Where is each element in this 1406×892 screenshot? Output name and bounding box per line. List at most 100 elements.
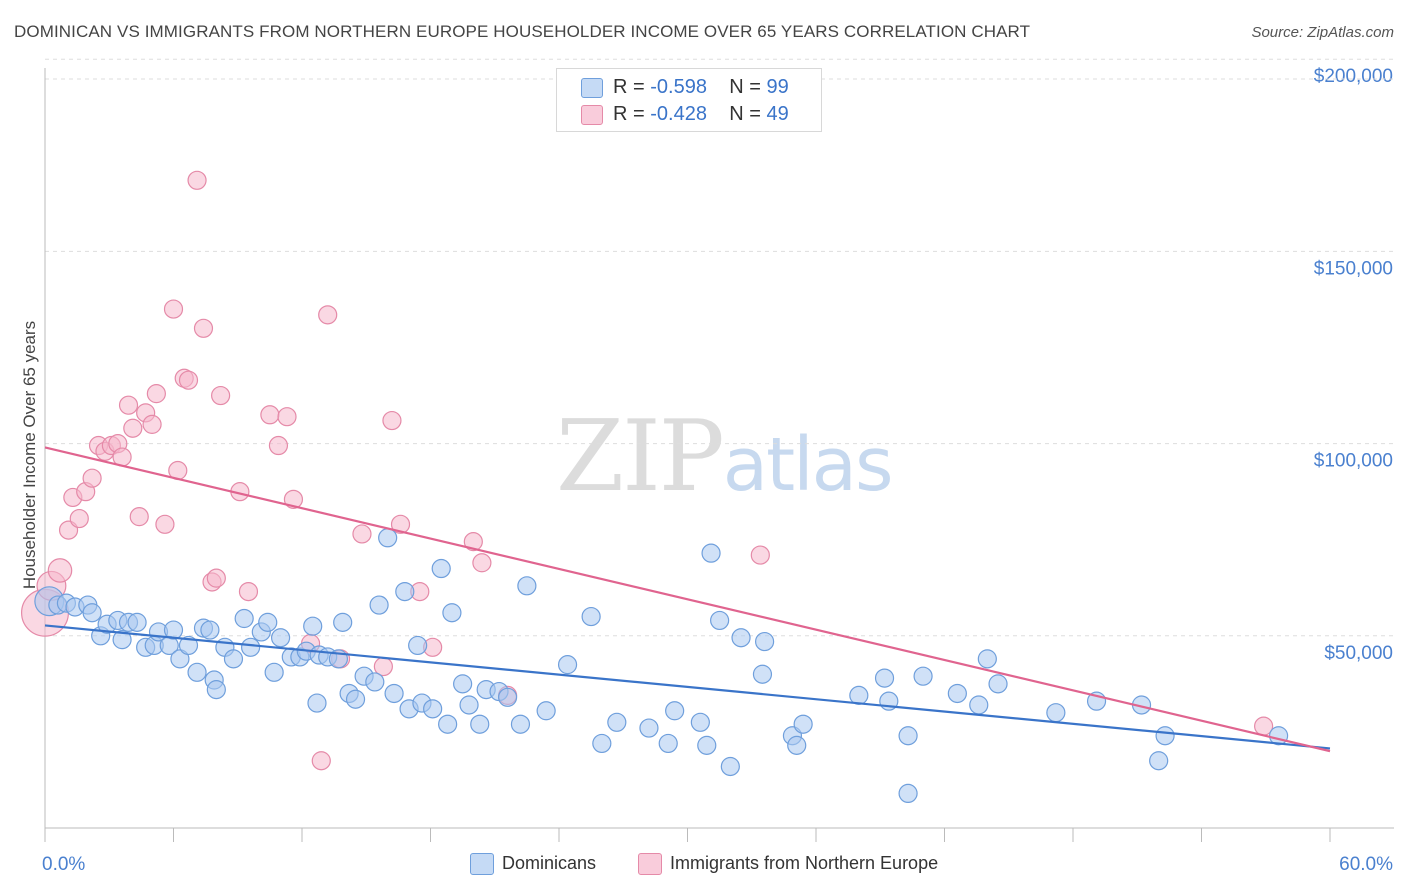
northern-europe-point (390, 514, 411, 534)
dominicans-point (431, 558, 451, 579)
dominicans-point (470, 714, 490, 734)
dominicans-point (264, 662, 284, 682)
dominicans-point (607, 712, 627, 732)
dominicans-point (793, 714, 813, 734)
northern-europe-point (472, 553, 492, 573)
r-value: -0.598 (650, 76, 707, 98)
northern-europe-trend-line (44, 446, 1331, 753)
dominicans-point (1149, 751, 1169, 771)
x-tick-label-min: 0.0% (42, 854, 85, 875)
dominicans-point (223, 649, 244, 669)
dominicans-point (423, 699, 443, 719)
northern-europe-point (277, 407, 297, 427)
northern-europe-point (178, 370, 199, 390)
dominicans-point (112, 630, 132, 650)
northern-europe-point (311, 751, 331, 771)
dominicans-point (697, 735, 717, 755)
northern-europe-point (211, 385, 231, 406)
y-tick-label: $100,000 (1314, 451, 1393, 472)
dominicans-trend-line (44, 624, 1331, 750)
dominicans-point (1046, 703, 1066, 723)
blue-swatch (581, 78, 603, 98)
northern-europe-point (118, 395, 139, 415)
correlation-legend: R = -0.598 N = 99 R = -0.428 N = 49 (556, 68, 822, 132)
northern-europe-point (123, 418, 143, 438)
dominicans-point (378, 528, 398, 548)
dominicans-point (442, 603, 462, 623)
dominicans-point (536, 701, 556, 721)
dominicans-point (82, 603, 102, 623)
n-value: 49 (766, 103, 789, 125)
dominicans-point (557, 655, 578, 675)
dominicans-point (665, 701, 685, 721)
dominicans-point (1155, 726, 1175, 746)
dominicans-point (270, 628, 291, 648)
dominicans-point (977, 649, 997, 669)
chart-title: DOMINICAN VS IMMIGRANTS FROM NORTHERN EU… (14, 22, 1031, 41)
dominicans-point (969, 695, 989, 715)
r-label: R = (613, 76, 651, 98)
dominicans-point (170, 649, 190, 669)
dominicans-point (453, 674, 473, 694)
northern-europe-point (206, 568, 226, 588)
pink-swatch (581, 105, 603, 125)
dominicans-point (408, 635, 428, 656)
source-credit: Source: ZipAtlas.com (1251, 24, 1394, 41)
dominicans-point (787, 735, 807, 755)
dominicans-point (200, 620, 220, 640)
dominicans-point (333, 612, 353, 632)
r-value: -0.428 (650, 103, 707, 125)
dominicans-point (369, 595, 389, 615)
northern-europe-point (69, 508, 89, 529)
dominicans-point (187, 662, 207, 682)
dominicans-point (874, 668, 895, 688)
dominicans-point (241, 637, 261, 657)
dominicans-point (510, 714, 531, 734)
dominicans-point (690, 712, 710, 732)
y-axis-label: Householder Income Over 65 years (20, 320, 39, 590)
dominicans-point (163, 620, 184, 640)
y-tick-label: $150,000 (1314, 258, 1393, 279)
watermark-atlas: atlas (722, 422, 894, 508)
watermark-zip: ZIP (556, 400, 725, 514)
dominicans-point (639, 718, 659, 738)
dominicans-point (754, 631, 775, 652)
dominicans-point (438, 714, 458, 734)
dominicans-point (898, 783, 918, 804)
northern-europe-point (193, 318, 214, 338)
dominicans-point (701, 543, 721, 563)
blue-swatch (470, 853, 494, 875)
dominicans-point (913, 666, 933, 686)
n-label: N = (729, 76, 767, 98)
dominicans-point (720, 756, 740, 777)
dominicans-point (898, 726, 918, 746)
dominicans-point (731, 628, 751, 648)
dominicans-point (710, 610, 730, 631)
dominicans-point (127, 612, 147, 632)
pink-swatch (638, 853, 662, 875)
dominicans-point (581, 606, 601, 627)
northern-europe-point (142, 414, 162, 434)
x-tick-label-max: 60.0% (1339, 854, 1393, 875)
n-value: 99 (766, 76, 789, 98)
northern-europe-point (463, 532, 483, 552)
dominicans-point (178, 635, 199, 656)
northern-europe-point (318, 305, 338, 325)
dominicans-point (592, 733, 612, 754)
northern-europe-point (382, 410, 402, 431)
n-label: N = (729, 103, 767, 125)
dominicans-point (988, 674, 1008, 694)
dominicans-point (517, 576, 537, 596)
zipatlas-watermark: ZIPatlas (556, 400, 894, 514)
dominicans-point (258, 612, 278, 632)
dominicans-point (947, 683, 967, 704)
northern-europe-point (146, 384, 166, 404)
northern-europe-point (129, 507, 149, 527)
dominicans-point (234, 608, 254, 629)
dominicans-point (303, 616, 323, 636)
dominicans-point (395, 581, 415, 602)
northern-europe-point (47, 558, 73, 583)
northern-europe-point (82, 468, 102, 488)
legend-label-northern-europe: Immigrants from Northern Europe (670, 853, 939, 873)
